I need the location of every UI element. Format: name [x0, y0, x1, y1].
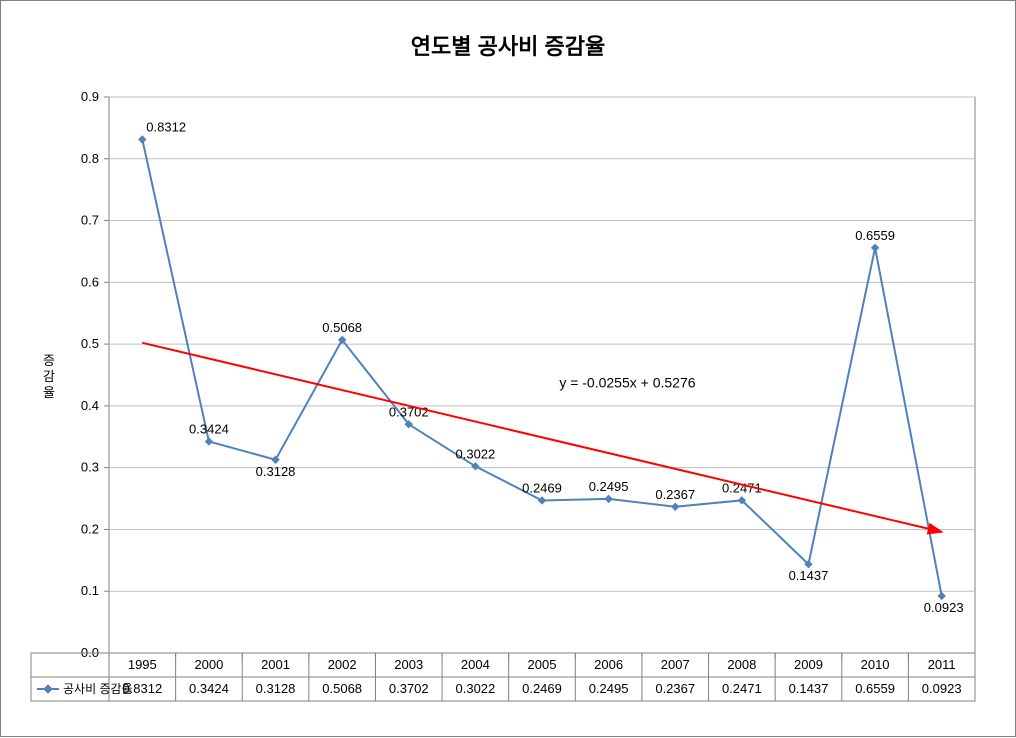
series-data-label: 0.3022 — [456, 446, 496, 461]
data-table-cell: 0.3128 — [256, 681, 296, 696]
series-data-label: 0.0923 — [924, 600, 964, 615]
data-table-cell: 0.2471 — [722, 681, 762, 696]
y-tick-label: 0.7 — [81, 213, 99, 228]
y-tick-label: 0.2 — [81, 521, 99, 536]
y-tick-label: 0.4 — [81, 398, 99, 413]
data-table-cell: 0.8312 — [122, 681, 162, 696]
series-data-label: 0.3424 — [189, 421, 229, 436]
series-marker — [938, 592, 945, 599]
x-category-label: 2000 — [194, 657, 223, 672]
trendline-equation: y = -0.0255x + 0.5276 — [559, 374, 695, 390]
series-data-label: 0.5068 — [322, 320, 362, 335]
y-axis-label-char: 증 — [43, 353, 55, 368]
plot-area-border — [109, 97, 975, 653]
x-category-label: 2003 — [394, 657, 423, 672]
x-category-label: 2007 — [661, 657, 690, 672]
y-axis-label-char: 율 — [43, 385, 55, 400]
x-category-label: 2006 — [594, 657, 623, 672]
data-table-cell: 0.0923 — [922, 681, 962, 696]
x-category-label: 2005 — [528, 657, 557, 672]
series-data-label: 0.3128 — [256, 464, 296, 479]
data-table-cell: 0.2469 — [522, 681, 562, 696]
data-table-cell: 0.3702 — [389, 681, 429, 696]
chart-svg: 0.00.10.20.30.40.50.60.70.80.9증감율1995200… — [1, 1, 1016, 738]
chart-title: 연도별 공사비 증감율 — [1, 29, 1015, 61]
chart-container: 연도별 공사비 증감율 0.00.10.20.30.40.50.60.70.80… — [0, 0, 1016, 737]
data-table-cell: 0.1437 — [789, 681, 829, 696]
x-category-label: 2004 — [461, 657, 490, 672]
x-category-label: 2002 — [328, 657, 357, 672]
x-category-label: 2011 — [928, 657, 956, 672]
data-table-cell: 0.2495 — [589, 681, 629, 696]
series-data-label: 0.6559 — [855, 228, 895, 243]
y-axis-label-char: 감 — [43, 369, 55, 384]
series-data-label: 0.2469 — [522, 480, 562, 495]
series-marker — [539, 497, 546, 504]
data-table-cell: 0.2367 — [655, 681, 695, 696]
series-data-label: 0.8312 — [146, 120, 186, 135]
series-marker — [605, 495, 612, 502]
series-line — [142, 140, 941, 596]
series-data-label: 0.1437 — [789, 568, 829, 583]
y-tick-label: 0.9 — [81, 89, 99, 104]
series-marker — [139, 136, 146, 143]
y-tick-label: 0.5 — [81, 336, 99, 351]
data-table-cell: 0.6559 — [855, 681, 895, 696]
x-category-label: 2008 — [727, 657, 756, 672]
x-category-label: 1995 — [128, 657, 157, 672]
y-tick-label: 0.1 — [81, 583, 99, 598]
series-data-label: 0.2367 — [655, 487, 695, 502]
x-category-label: 2010 — [861, 657, 890, 672]
series-marker — [672, 503, 679, 510]
series-marker — [872, 244, 879, 251]
y-tick-label: 0.8 — [81, 151, 99, 166]
x-category-label: 2009 — [794, 657, 823, 672]
series-data-label: 0.2495 — [589, 479, 629, 494]
y-tick-label: 0.6 — [81, 274, 99, 289]
series-marker — [205, 438, 212, 445]
legend-marker-icon — [44, 685, 52, 693]
x-category-label: 2001 — [261, 657, 290, 672]
data-table-cell: 0.3022 — [456, 681, 496, 696]
y-tick-label: 0.3 — [81, 460, 99, 475]
data-table-cell: 0.3424 — [189, 681, 229, 696]
data-table-cell: 0.5068 — [322, 681, 362, 696]
